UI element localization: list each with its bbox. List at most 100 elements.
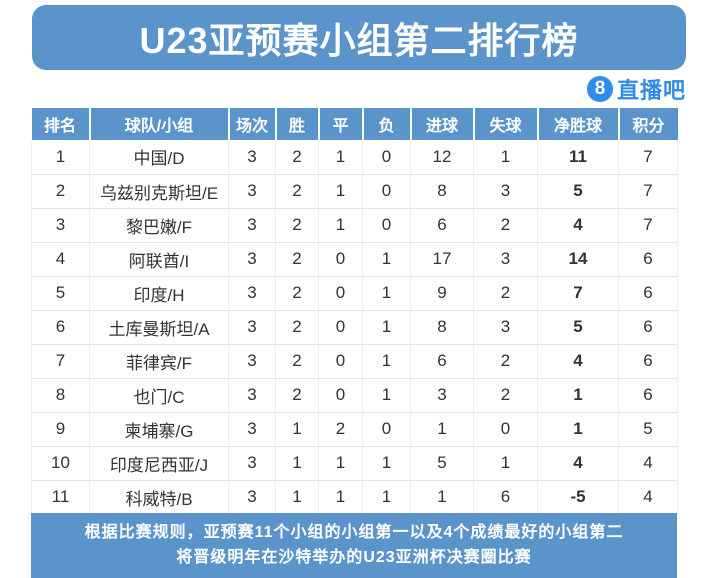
table-cell: 0	[318, 378, 363, 413]
header-goals-against: 失球	[473, 108, 539, 140]
table-row: 1 中国/D 3 2 1 0 12 1 11 7	[31, 140, 678, 175]
table-cell: 乌兹别克斯坦/E	[89, 174, 229, 209]
table-cell: 6	[410, 208, 474, 243]
table-cell: 6	[618, 242, 678, 277]
table-cell: 3	[228, 446, 276, 481]
footer-note-line1: 根据比赛规则，亚预赛11个小组的小组第一以及4个成绩最好的小组第二	[84, 524, 624, 541]
table-row: 4 阿联酋/I 3 2 0 1 17 3 14 6	[31, 242, 678, 277]
table-cell: 4	[537, 208, 619, 243]
table-cell: 6	[31, 310, 90, 345]
table-row: 7 菲律宾/F 3 2 0 1 6 2 4 6	[31, 344, 678, 379]
table-cell: 0	[473, 412, 538, 447]
table-cell: 8	[410, 310, 474, 345]
table-cell: 也门/C	[89, 378, 229, 413]
table-cell: 6	[410, 344, 474, 379]
table-cell: 6	[618, 378, 678, 413]
table-cell: 印度/H	[89, 276, 229, 311]
table-row: 11 科威特/B 3 1 1 1 1 6 -5 4	[31, 480, 678, 515]
table-cell: 1	[275, 412, 319, 447]
table-cell: 14	[537, 242, 619, 277]
table-cell: 3	[473, 242, 538, 277]
header-goal-difference: 净胜球	[537, 108, 620, 140]
standings-table: 排名 球队/小组 场次 胜 平 负 进球 失球 净胜球 积分 1 中国/D 3 2 1 0…	[31, 108, 678, 515]
header-wins: 胜	[275, 108, 320, 140]
table-cell: 1	[362, 310, 411, 345]
table-cell: 6	[618, 344, 678, 379]
table-cell: 5	[537, 310, 619, 345]
table-cell: 3	[228, 412, 276, 447]
table-cell: 3	[228, 480, 276, 515]
table-cell: 2	[318, 412, 363, 447]
table-cell: 0	[318, 276, 363, 311]
header-team-group: 球队/小组	[89, 108, 230, 140]
table-cell: 7	[31, 344, 90, 379]
table-cell: 5	[31, 276, 90, 311]
table-cell: 3	[228, 276, 276, 311]
table-cell: 1	[318, 174, 363, 209]
zhibo8-logo-icon: 8	[586, 76, 613, 102]
header-draws: 平	[318, 108, 364, 140]
table-cell: 2	[275, 378, 319, 413]
table-row: 5 印度/H 3 2 0 1 9 2 7 6	[31, 276, 678, 311]
table-row: 2 乌兹别克斯坦/E 3 2 1 0 8 3 5 7	[31, 174, 678, 209]
table-cell: 5	[410, 446, 474, 481]
table-cell: 1	[362, 242, 411, 277]
table-cell: 5	[537, 174, 619, 209]
table-cell: 3	[31, 208, 90, 243]
table-cell: 6	[473, 480, 538, 515]
title-banner: U23亚预赛小组第二排行榜	[32, 5, 686, 70]
table-row: 9 柬埔寨/G 3 1 2 0 1 0 1 5	[31, 412, 678, 447]
table-cell: 2	[275, 310, 319, 345]
table-cell: 3	[410, 378, 474, 413]
page-title: U23亚预赛小组第二排行榜	[139, 19, 579, 61]
table-row: 6 土库曼斯坦/A 3 2 0 1 8 3 5 6	[31, 310, 678, 345]
table-cell: 1	[410, 412, 474, 447]
table-cell: 6	[618, 310, 678, 345]
table-cell: 4	[537, 446, 619, 481]
table-cell: 1	[537, 412, 619, 447]
header-losses: 负	[362, 108, 412, 140]
header-goals-for: 进球	[410, 108, 475, 140]
footer-note-line2: 将晋级明年在沙特举办的U23亚洲杯决赛圈比赛	[176, 549, 532, 566]
table-cell: 2	[275, 276, 319, 311]
table-cell: 7	[618, 174, 678, 209]
table-cell: 9	[31, 412, 90, 447]
table-cell: 1	[362, 446, 411, 481]
table-cell: 1	[537, 378, 619, 413]
table-cell: 1	[31, 140, 90, 175]
table-cell: 3	[228, 174, 276, 209]
table-cell: 8	[410, 174, 474, 209]
table-cell: 1	[275, 446, 319, 481]
table-cell: 0	[318, 344, 363, 379]
table-cell: 17	[410, 242, 474, 277]
table-cell: 0	[362, 412, 411, 447]
table-cell: 0	[318, 310, 363, 345]
table-cell: 1	[318, 140, 363, 175]
table-cell: 0	[362, 174, 411, 209]
table-cell: 0	[362, 208, 411, 243]
header-rank: 排名	[31, 108, 91, 140]
table-header-row: 排名 球队/小组 场次 胜 平 负 进球 失球 净胜球 积分	[31, 108, 678, 140]
table-cell: 3	[473, 310, 538, 345]
table-cell: 7	[618, 208, 678, 243]
table-cell: 4	[618, 446, 678, 481]
logo-row: 8 直播吧	[32, 72, 686, 106]
table-cell: 柬埔寨/G	[89, 412, 229, 447]
table-cell: 0	[362, 140, 411, 175]
table-cell: 1	[318, 480, 363, 515]
table-cell: 3	[228, 310, 276, 345]
footer-note: 根据比赛规则，亚预赛11个小组的小组第一以及4个成绩最好的小组第二 将晋级明年在…	[31, 513, 677, 578]
table-row: 3 黎巴嫩/F 3 2 1 0 6 2 4 7	[31, 208, 678, 243]
table-cell: 3	[473, 174, 538, 209]
table-cell: 0	[318, 242, 363, 277]
header-points: 积分	[618, 108, 678, 140]
table-cell: 1	[275, 480, 319, 515]
table-cell: 3	[228, 140, 276, 175]
table-cell: 5	[618, 412, 678, 447]
table-cell: 2	[473, 208, 538, 243]
table-cell: 2	[275, 208, 319, 243]
table-cell: 1	[318, 446, 363, 481]
table-cell: 2	[275, 140, 319, 175]
table-cell: 11	[31, 480, 90, 515]
table-cell: 3	[228, 208, 276, 243]
